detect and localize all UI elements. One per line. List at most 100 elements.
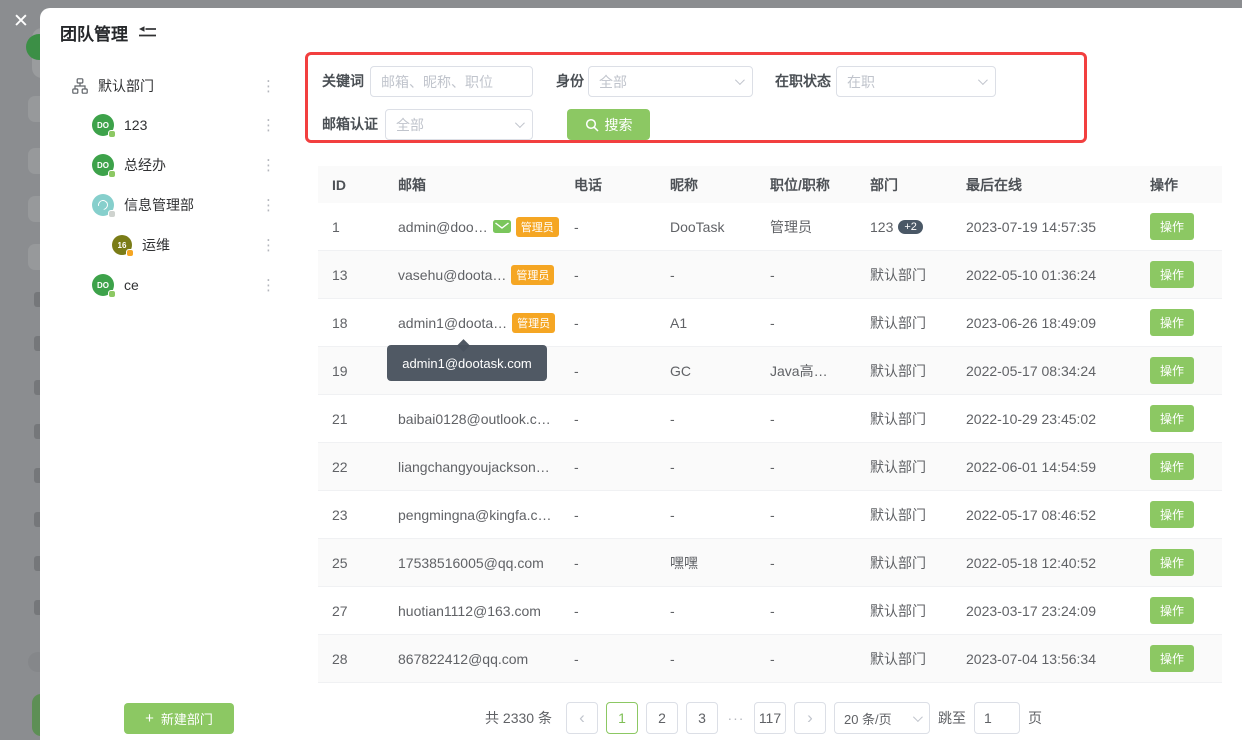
more-menu-icon[interactable]: ⋮ bbox=[261, 157, 276, 174]
more-menu-icon[interactable]: ⋮ bbox=[261, 237, 276, 254]
job-status-select[interactable]: 在职 bbox=[836, 66, 996, 97]
cell-department: 123 +2 bbox=[870, 219, 966, 235]
close-icon[interactable]: ✕ bbox=[13, 10, 29, 32]
cell-last-online: 2022-05-17 08:34:24 bbox=[966, 362, 1096, 379]
page-button-last[interactable]: 117 bbox=[753, 702, 786, 734]
cell-last-online: 2022-05-17 08:46:52 bbox=[966, 506, 1096, 523]
email-text: vasehu@doota… bbox=[398, 266, 507, 283]
email-text: 17538516005@qq.com bbox=[398, 554, 544, 571]
col-last-online: 最后在线 bbox=[966, 176, 1022, 193]
cell-nickname: 嘿嘿 bbox=[670, 554, 698, 571]
identity-label: 身份 bbox=[556, 73, 584, 89]
cell-last-online: 2022-10-29 23:45:02 bbox=[966, 410, 1096, 427]
cell-nickname: DooTask bbox=[670, 218, 725, 235]
next-page-button[interactable]: › bbox=[793, 702, 826, 734]
sidebar-item-zongjingban[interactable]: DO 总经办 ⋮ bbox=[92, 152, 280, 178]
search-button[interactable]: 搜索 bbox=[567, 109, 650, 140]
col-department: 部门 bbox=[870, 176, 898, 193]
table-row[interactable]: 21 baibai0128@outlook.c… - - - 默认部门 2022… bbox=[318, 395, 1222, 443]
pagination: 共 2330 条 ‹ 1 2 3 ··· 117 › 20 条/页 跳至 页 bbox=[305, 702, 1222, 734]
cell-position: - bbox=[770, 266, 775, 283]
email-verify-select[interactable]: 全部 bbox=[385, 109, 533, 140]
table-row[interactable]: 18 admin1@doota… 管理员 - A1 - 默认部门 2023-06… bbox=[318, 299, 1222, 347]
sidebar-item-ce[interactable]: DO ce ⋮ bbox=[92, 272, 280, 298]
row-action-button[interactable]: 操作 bbox=[1150, 213, 1195, 240]
sidebar-item-information-dept[interactable]: 信息管理部 ⋮ bbox=[92, 192, 280, 218]
more-menu-icon[interactable]: ⋮ bbox=[261, 197, 276, 214]
cell-nickname: GC bbox=[670, 362, 691, 379]
admin-badge: 管理员 bbox=[515, 216, 559, 237]
cell-phone: - bbox=[574, 266, 579, 283]
more-menu-icon[interactable]: ⋮ bbox=[261, 117, 276, 134]
row-action-button[interactable]: 操作 bbox=[1150, 357, 1195, 384]
pages-ellipsis[interactable]: ··· bbox=[727, 710, 745, 726]
email-text: admin@doo… bbox=[398, 218, 488, 235]
avatar bbox=[92, 194, 116, 218]
row-action-button[interactable]: 操作 bbox=[1150, 549, 1195, 576]
col-actions: 操作 bbox=[1150, 176, 1178, 193]
department-text: 默认部门 bbox=[870, 410, 926, 427]
more-menu-icon[interactable]: ⋮ bbox=[261, 78, 276, 95]
jump-to-page: 跳至 页 bbox=[938, 702, 1042, 734]
cell-id: 25 bbox=[332, 554, 348, 571]
cell-phone: - bbox=[574, 362, 579, 379]
row-action-button[interactable]: 操作 bbox=[1150, 501, 1195, 528]
page-size-select[interactable]: 20 条/页 bbox=[833, 702, 930, 734]
keyword-input[interactable] bbox=[370, 66, 533, 97]
cell-position: - bbox=[770, 554, 775, 571]
cell-id: 18 bbox=[332, 314, 348, 331]
cell-id: 1 bbox=[332, 218, 340, 235]
chevron-down-icon bbox=[514, 118, 525, 129]
prev-page-button[interactable]: ‹ bbox=[565, 702, 598, 734]
more-menu-icon[interactable]: ⋮ bbox=[261, 277, 276, 294]
department-text: 默认部门 bbox=[870, 506, 926, 523]
avatar-text: DO bbox=[97, 280, 109, 290]
collapse-list-icon[interactable] bbox=[138, 25, 157, 40]
sidebar-item-default-department[interactable]: 默认部门 ⋮ bbox=[72, 73, 280, 99]
avatar: DO bbox=[92, 114, 116, 138]
admin-badge: 管理员 bbox=[512, 312, 556, 333]
row-action-button[interactable]: 操作 bbox=[1150, 405, 1195, 432]
cell-phone: - bbox=[574, 602, 579, 619]
total-count: 共 2330 条 bbox=[485, 710, 552, 726]
avatar-text: 16 bbox=[117, 240, 127, 250]
row-action-button[interactable]: 操作 bbox=[1150, 645, 1195, 672]
table-row[interactable]: 23 pengmingna@kingfa.c… - - - 默认部门 2022-… bbox=[318, 491, 1222, 539]
status-dot bbox=[108, 170, 116, 178]
identity-value: 全部 bbox=[599, 73, 627, 90]
cell-nickname: A1 bbox=[670, 314, 688, 331]
sidebar-item-yunwei[interactable]: 16 运维 ⋮ bbox=[112, 232, 280, 258]
new-department-button[interactable]: + 新建部门 bbox=[124, 703, 234, 734]
table-row[interactable]: 27 huotian1112@163.com - - - 默认部门 2023-0… bbox=[318, 587, 1222, 635]
row-action-button[interactable]: 操作 bbox=[1150, 261, 1195, 288]
table-row[interactable]: 28 867822412@qq.com - - - 默认部门 2023-07-0… bbox=[318, 635, 1222, 683]
col-nickname: 昵称 bbox=[670, 176, 698, 193]
cell-phone: - bbox=[574, 410, 579, 427]
row-action-button[interactable]: 操作 bbox=[1150, 453, 1195, 480]
department-text: 默认部门 bbox=[870, 554, 926, 571]
department-text: 默认部门 bbox=[870, 314, 926, 331]
sidebar-item-123[interactable]: DO 123 ⋮ bbox=[92, 112, 280, 138]
page-button-3[interactable]: 3 bbox=[685, 702, 718, 734]
keyword-label: 关键词 bbox=[322, 73, 364, 89]
jump-page-input[interactable] bbox=[973, 702, 1020, 734]
table-row[interactable]: 1 admin@doo… 管理员 - DooTask 管理员 123 +2 20… bbox=[318, 203, 1222, 251]
cell-nickname: - bbox=[670, 506, 675, 523]
cell-last-online: 2022-06-01 14:54:59 bbox=[966, 458, 1096, 475]
cell-email: admin1@doota… 管理员 bbox=[398, 312, 574, 333]
cell-position: - bbox=[770, 410, 775, 427]
page-button-1[interactable]: 1 bbox=[605, 702, 638, 734]
row-action-button[interactable]: 操作 bbox=[1150, 597, 1195, 624]
cell-last-online: 2022-05-10 01:36:24 bbox=[966, 266, 1096, 283]
chevron-down-icon bbox=[912, 711, 923, 722]
row-action-button[interactable]: 操作 bbox=[1150, 309, 1195, 336]
page-button-2[interactable]: 2 bbox=[645, 702, 678, 734]
table-row[interactable]: 22 liangchangyoujackson… - - - 默认部门 2022… bbox=[318, 443, 1222, 491]
email-text: liangchangyoujackson… bbox=[398, 458, 550, 475]
identity-select[interactable]: 全部 bbox=[588, 66, 753, 97]
jump-label: 跳至 bbox=[937, 710, 966, 726]
table-row[interactable]: 13 vasehu@doota… 管理员 - - - 默认部门 2022-05-… bbox=[318, 251, 1222, 299]
status-dot bbox=[108, 290, 116, 298]
table-row[interactable]: 25 17538516005@qq.com - 嘿嘿 - 默认部门 2022-0… bbox=[318, 539, 1222, 587]
cell-last-online: 2023-06-26 18:49:09 bbox=[966, 314, 1096, 331]
